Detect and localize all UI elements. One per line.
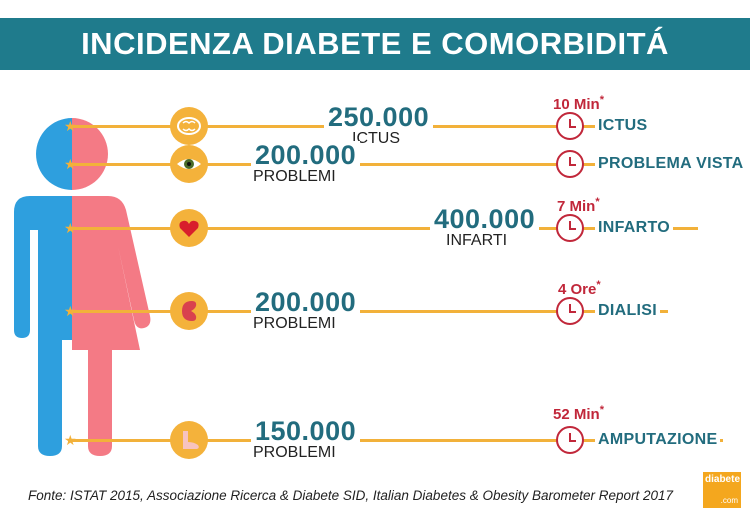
star-icon: ★ bbox=[64, 220, 77, 236]
row-dialisi: ★ 200.000 PROBLEMI 4 Ore* DIALISI bbox=[0, 279, 750, 335]
clock-icon bbox=[556, 112, 584, 140]
stat-value: 250.000 bbox=[324, 103, 434, 131]
source-footnote: Fonte: ISTAT 2015, Associazione Ricerca … bbox=[28, 488, 674, 503]
clock-icon bbox=[556, 297, 584, 325]
page-title: INCIDENZA DIABETE E COMORBIDITÁ bbox=[0, 18, 750, 70]
stat-label: INFARTI bbox=[444, 232, 510, 249]
connector-line bbox=[68, 163, 740, 166]
stat-label: PROBLEMI bbox=[251, 168, 338, 185]
stat-value: 200.000 bbox=[251, 288, 361, 316]
star-icon: ★ bbox=[64, 303, 77, 319]
connector-line bbox=[68, 227, 698, 230]
row-problema-vista: ★ 200.000 PROBLEMI PROBLEMA VISTA bbox=[0, 138, 750, 188]
stat-label: PROBLEMI bbox=[251, 444, 338, 461]
foot-icon bbox=[170, 421, 208, 459]
condition-label: ICTUS bbox=[595, 117, 651, 135]
row-infarto: ★ 400.000 INFARTI 7 Min* INFARTO bbox=[0, 196, 750, 252]
time-label: 52 Min* bbox=[553, 404, 604, 423]
logo-suffix: .com bbox=[720, 496, 738, 505]
eye-icon bbox=[170, 145, 208, 183]
person-figure bbox=[14, 118, 151, 456]
row-amputazione: ★ 150.000 PROBLEMI 52 Min* AMPUTAZIONE bbox=[0, 404, 750, 464]
head-male-half bbox=[36, 118, 72, 190]
connector-line bbox=[68, 439, 723, 442]
clock-icon bbox=[556, 426, 584, 454]
time-label: 7 Min* bbox=[557, 196, 600, 215]
time-label: 4 Ore* bbox=[558, 279, 601, 298]
connector-line bbox=[68, 310, 668, 313]
row-ictus: ★ 250.000 ICTUS 10 Min* ICTUS bbox=[0, 94, 750, 150]
body-female-half bbox=[72, 196, 151, 456]
stat-value: 400.000 bbox=[430, 205, 540, 233]
body-male-half bbox=[14, 196, 72, 456]
condition-label: INFARTO bbox=[595, 219, 674, 237]
brain-icon bbox=[170, 107, 208, 145]
stat-label: PROBLEMI bbox=[251, 315, 338, 332]
diabete-logo: diabete .com bbox=[703, 472, 741, 508]
clock-icon bbox=[556, 214, 584, 242]
clock-icon bbox=[556, 150, 584, 178]
kidney-icon bbox=[170, 292, 208, 330]
star-icon: ★ bbox=[64, 432, 77, 448]
time-label: 10 Min* bbox=[553, 94, 604, 113]
star-icon: ★ bbox=[64, 156, 77, 172]
head-female-half bbox=[72, 118, 108, 190]
stat-value: 200.000 bbox=[251, 141, 361, 169]
condition-label: AMPUTAZIONE bbox=[595, 431, 721, 449]
logo-text: diabete bbox=[705, 474, 741, 485]
heart-icon bbox=[170, 209, 208, 247]
star-icon: ★ bbox=[64, 118, 77, 134]
stat-label: ICTUS bbox=[350, 130, 402, 147]
condition-label: PROBLEMA VISTA bbox=[595, 155, 747, 173]
stat-value: 150.000 bbox=[251, 417, 361, 445]
condition-label: DIALISI bbox=[595, 302, 660, 320]
